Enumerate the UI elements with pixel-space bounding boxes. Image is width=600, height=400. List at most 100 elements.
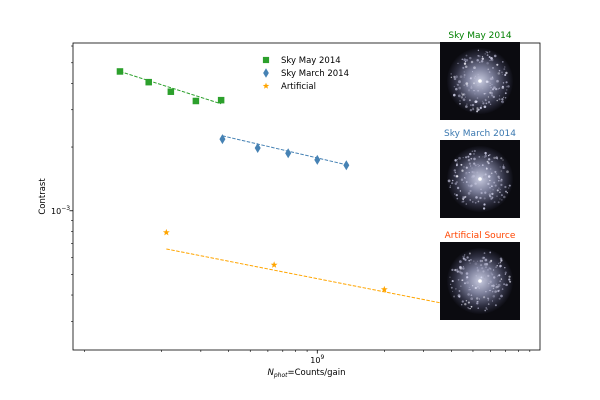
speckle — [456, 186, 460, 190]
speckle — [499, 257, 503, 260]
speckle — [460, 163, 463, 166]
plot-frame — [72, 42, 541, 351]
speckle — [483, 252, 486, 254]
data-point-sky-may-2014 — [192, 97, 200, 105]
speckle — [484, 191, 487, 194]
y-tick-label: 10−3 — [51, 205, 70, 216]
speckle — [476, 59, 479, 62]
speckle — [472, 285, 474, 287]
speckle — [481, 164, 484, 166]
speckle — [488, 261, 491, 264]
speckle — [460, 271, 464, 275]
speckle — [468, 286, 470, 289]
speckle — [495, 173, 497, 175]
speckle — [449, 283, 452, 286]
speckle — [463, 71, 465, 73]
speckle — [481, 267, 484, 270]
speckle — [462, 200, 465, 203]
speckle — [489, 187, 491, 189]
speckle — [474, 164, 477, 167]
speckle — [453, 75, 456, 78]
speckle — [491, 273, 494, 276]
speckle — [500, 178, 503, 181]
star-core — [478, 279, 482, 283]
data-point-sky-may-2014 — [217, 96, 225, 104]
speckle — [497, 88, 500, 90]
speckle — [452, 290, 454, 292]
speckle — [506, 170, 509, 174]
speckle — [483, 256, 485, 259]
speckle — [455, 193, 458, 197]
speckle — [484, 279, 487, 282]
speckle — [488, 71, 491, 73]
speckle — [507, 85, 510, 88]
speckle — [456, 159, 458, 161]
speckle — [485, 290, 487, 293]
speckle — [453, 295, 456, 298]
speckle — [476, 110, 479, 113]
speckle — [499, 166, 501, 168]
speckle — [465, 166, 468, 169]
speckle — [500, 170, 503, 172]
speckle — [478, 164, 481, 167]
speckle — [489, 191, 491, 193]
speckle — [477, 307, 480, 310]
speckle — [463, 166, 465, 168]
speckle — [499, 264, 502, 268]
speckle — [465, 105, 468, 108]
speckle — [461, 267, 465, 270]
speckle — [479, 259, 482, 263]
speckle — [476, 260, 479, 262]
x-axis-label-rest: =Counts/gain — [287, 368, 345, 378]
speckle — [463, 62, 467, 65]
speckle — [465, 272, 469, 275]
speckle — [483, 197, 486, 200]
speckle — [467, 158, 471, 162]
speckle — [462, 266, 464, 267]
legend-marker-sky-may-2014 — [262, 56, 270, 64]
speckle — [466, 181, 468, 183]
speckle — [480, 276, 483, 279]
speckle — [462, 157, 464, 159]
speckle — [469, 152, 472, 156]
speckle — [503, 195, 506, 199]
speckle — [506, 192, 508, 194]
speckle — [451, 179, 454, 182]
speckle — [478, 298, 480, 300]
speckle — [502, 82, 505, 84]
speckle — [476, 171, 479, 174]
speckle — [484, 154, 487, 158]
data-point-sky-march-2014 — [254, 142, 261, 153]
speckle — [451, 280, 454, 283]
data-point-artificial — [270, 261, 278, 268]
speckle — [489, 251, 492, 254]
speckle — [471, 175, 474, 179]
speckle — [497, 275, 499, 277]
speckle — [462, 257, 465, 260]
speckle — [479, 106, 483, 110]
data-point-sky-may-2014 — [145, 78, 152, 86]
speckle — [491, 77, 494, 80]
speckle — [463, 76, 465, 78]
inset-images: Sky May 2014 Sky March 2014 Artificial Sou… — [440, 31, 520, 320]
fit-line-sky-may-2014 — [119, 70, 222, 105]
speckle — [504, 185, 507, 189]
speckle — [454, 193, 456, 195]
speckle — [490, 56, 493, 60]
speckle — [476, 107, 479, 110]
speckle — [492, 287, 495, 290]
speckle — [456, 268, 459, 271]
speckle — [453, 169, 456, 172]
fit-line-artificial — [166, 248, 491, 314]
speckle — [449, 186, 451, 188]
speckle — [461, 201, 463, 203]
speckle — [505, 283, 509, 287]
inset-sky-march-2014: Sky March 2014 — [440, 129, 520, 218]
speckle — [489, 103, 492, 105]
speckle — [455, 288, 457, 290]
speckle — [477, 55, 479, 57]
speckle — [500, 278, 503, 280]
speckle — [469, 108, 473, 112]
speckle — [459, 100, 461, 102]
speckle — [498, 187, 500, 189]
